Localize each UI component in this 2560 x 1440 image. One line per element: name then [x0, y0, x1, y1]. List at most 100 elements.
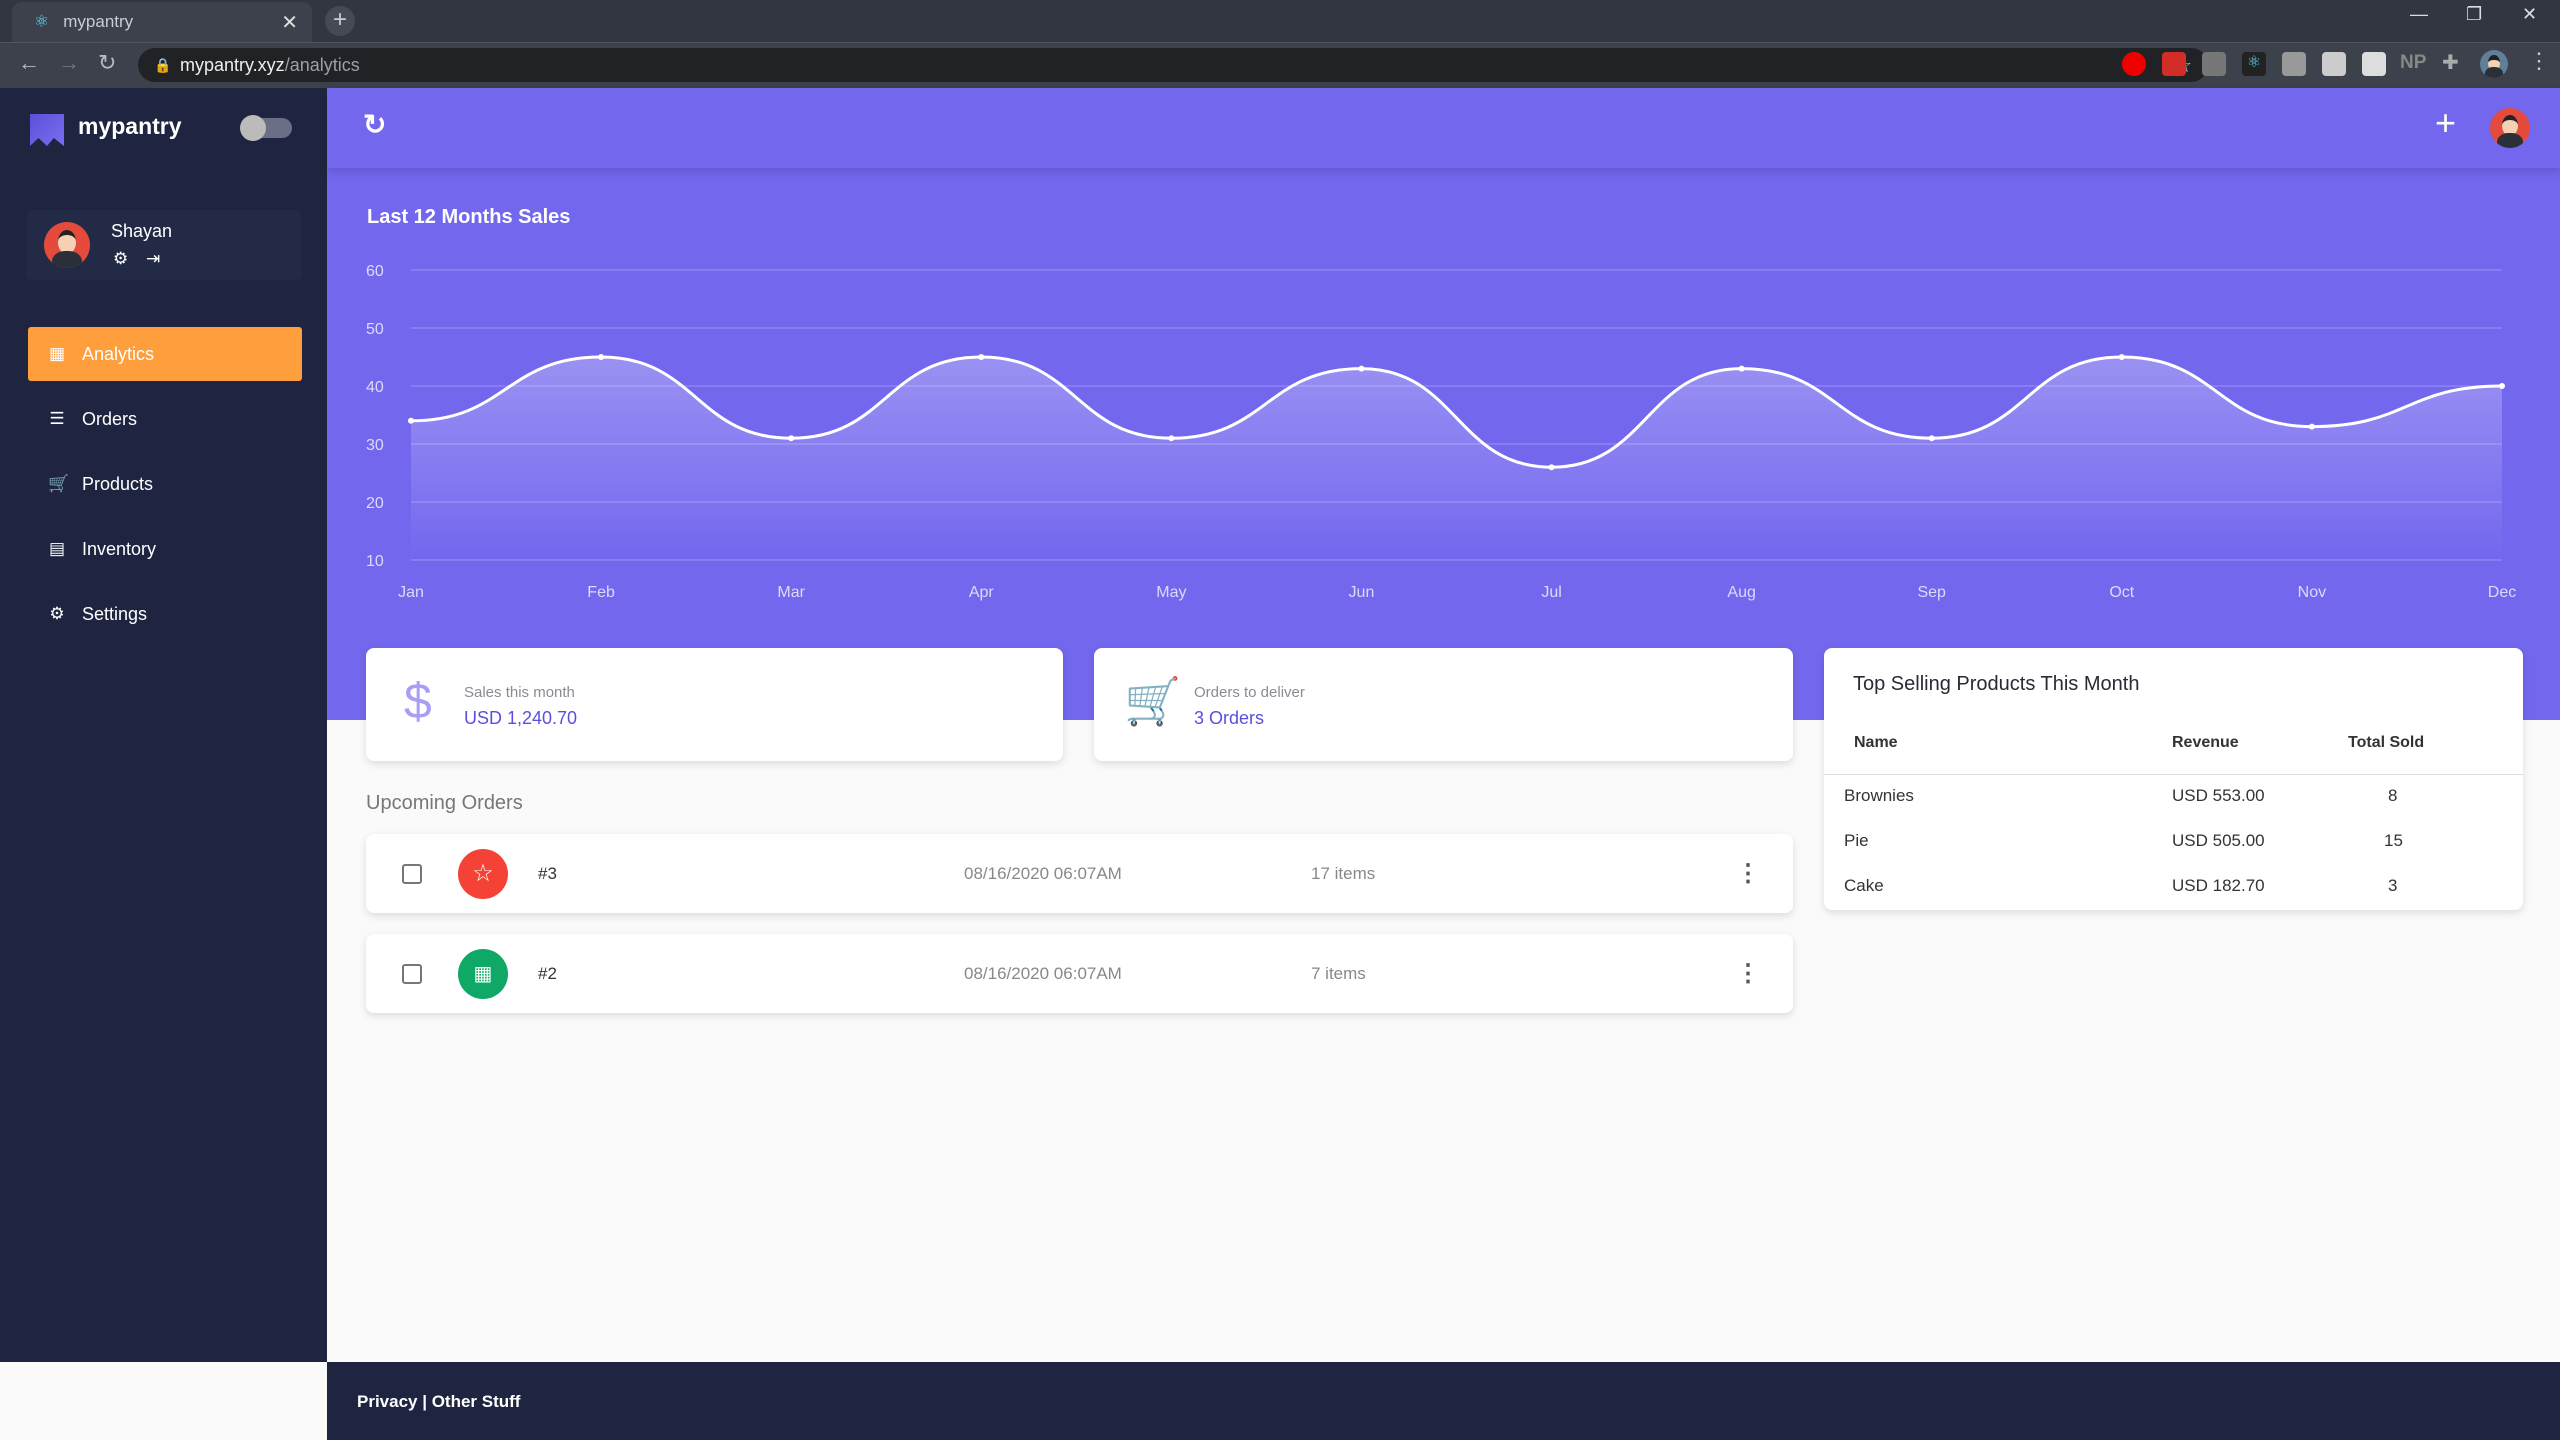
stat-value: 3 Orders — [1194, 708, 1265, 728]
order-row[interactable]: ☆ #3 08/16/2020 06:07AM 17 items ⋮ — [366, 834, 1793, 913]
list-icon: ☰ — [49, 409, 65, 428]
column-header-revenue: Revenue — [2172, 734, 2239, 751]
sidebar-item-analytics[interactable]: ▦ Analytics — [28, 327, 302, 381]
data-point — [408, 417, 414, 424]
lastpass-icon[interactable] — [2162, 52, 2186, 76]
sidebar-item-label: Settings — [82, 603, 148, 624]
browser-tab-bar — [0, 0, 2560, 42]
back-icon[interactable]: ← — [18, 50, 40, 75]
data-point — [2308, 423, 2315, 430]
order-number: #3 — [538, 863, 557, 883]
logout-icon[interactable]: ⇥ — [146, 249, 161, 268]
new-tab-button[interactable]: + — [325, 6, 355, 36]
user-avatar — [44, 222, 90, 268]
star-icon: ☆ — [458, 848, 508, 899]
sidebar-item-products[interactable]: 🛒 Products — [28, 457, 302, 511]
adblock-icon[interactable] — [2122, 52, 2146, 76]
minimize-icon[interactable]: — — [2410, 4, 2428, 24]
add-icon[interactable]: + — [2435, 102, 2457, 143]
stat-value: USD 1,240.70 — [464, 708, 578, 728]
footer-links[interactable]: Privacy | Other Stuff — [357, 1392, 521, 1411]
data-point — [1738, 365, 1745, 372]
calendar-icon: ▦ — [458, 948, 508, 999]
x-tick-label: Aug — [1727, 584, 1755, 601]
refresh-icon[interactable]: ↻ — [363, 109, 387, 140]
order-row[interactable]: ▦ #2 08/16/2020 06:07AM 7 items ⋮ — [366, 934, 1793, 1013]
url-path: /analytics — [284, 54, 360, 75]
header-avatar[interactable] — [2490, 108, 2530, 148]
footer — [327, 1362, 2560, 1440]
browser-tab[interactable]: ⚛ mypantry ✕ — [12, 2, 312, 42]
y-tick-label: 30 — [366, 437, 384, 454]
order-checkbox[interactable] — [402, 963, 422, 984]
pen-icon[interactable] — [2322, 52, 2346, 76]
product-name: Cake — [1844, 876, 1884, 895]
logo-icon — [30, 114, 64, 146]
y-tick-label: 10 — [366, 553, 384, 570]
top-products-title: Top Selling Products This Month — [1853, 673, 2140, 695]
sidebar-item-settings[interactable]: ⚙ Settings — [28, 587, 302, 641]
puzzle-icon[interactable]: ✚ — [2442, 52, 2459, 74]
theme-toggle[interactable] — [240, 115, 292, 141]
product-total-sold: 15 — [2384, 831, 2403, 850]
data-point — [1358, 365, 1365, 372]
tab-title: mypantry — [63, 12, 134, 31]
cast-icon[interactable] — [2362, 52, 2386, 76]
product-total-sold: 3 — [2388, 876, 2398, 895]
data-point — [1548, 464, 1555, 471]
y-tick-label: 20 — [366, 495, 384, 512]
data-point — [788, 435, 795, 442]
x-tick-label: May — [1156, 584, 1186, 601]
css-icon[interactable] — [2282, 52, 2306, 76]
data-point — [598, 354, 605, 360]
order-date: 08/16/2020 06:07AM — [964, 863, 1122, 883]
cart-icon: 🛒 — [1124, 675, 1182, 727]
sidebar-item-inventory[interactable]: ▤ Inventory — [28, 522, 302, 576]
data-point — [1168, 435, 1175, 442]
x-tick-label: Jan — [398, 584, 424, 601]
np-extension-icon[interactable]: NP — [2400, 52, 2427, 73]
cart-icon: 🛒 — [48, 474, 70, 493]
close-tab-icon[interactable]: ✕ — [281, 11, 298, 34]
react-devtools-icon[interactable]: ⚛ — [2242, 52, 2266, 76]
sidebar-item-label: Products — [82, 473, 154, 494]
sidebar-item-orders[interactable]: ☰ Orders — [28, 392, 302, 446]
dollar-icon: $ — [404, 673, 432, 729]
forward-icon[interactable]: → — [58, 50, 80, 75]
chart-title: Last 12 Months Sales — [367, 206, 571, 228]
stat-label: Sales this month — [464, 684, 575, 701]
inbox-icon: ▤ — [48, 539, 66, 558]
browser-menu-icon[interactable]: ⋮ — [2528, 48, 2550, 73]
sidebar-item-label: Inventory — [82, 538, 157, 559]
data-point — [978, 354, 985, 360]
close-window-icon[interactable]: ✕ — [2522, 4, 2538, 24]
lock-icon: 🔒 — [154, 56, 172, 73]
more-vert-icon[interactable]: ⋮ — [1736, 960, 1760, 987]
x-tick-label: Dec — [2488, 584, 2516, 601]
product-name: Brownies — [1844, 786, 1914, 805]
brand-name: mypantry — [78, 113, 182, 139]
reload-icon[interactable]: ↻ — [98, 50, 117, 75]
chart-line — [410, 355, 2503, 469]
profile-avatar[interactable] — [2480, 50, 2508, 78]
product-revenue: USD 182.70 — [2172, 876, 2265, 895]
product-revenue: USD 505.00 — [2172, 831, 2265, 850]
order-checkbox[interactable] — [402, 863, 422, 884]
x-tick-label: Feb — [587, 584, 615, 601]
user-name: Shayan — [111, 221, 173, 241]
dashboard-icon: ▦ — [48, 344, 66, 363]
more-vert-icon[interactable]: ⋮ — [1736, 860, 1760, 887]
table-divider — [1824, 774, 2523, 775]
top-header: ↻ + — [327, 88, 2560, 168]
image-icon[interactable] — [2202, 52, 2226, 76]
chart-area — [411, 357, 2502, 560]
address-bar[interactable]: 🔒 mypantry.xyz/analytics ☆ — [138, 48, 2208, 82]
y-tick-label: 50 — [366, 321, 384, 338]
data-point — [2499, 383, 2505, 389]
sidebar-item-label: Orders — [82, 408, 138, 429]
gear-icon[interactable]: ⚙ — [113, 249, 129, 268]
order-date: 08/16/2020 06:07AM — [964, 963, 1122, 983]
x-tick-label: Nov — [2298, 584, 2326, 601]
top-products-card — [1824, 648, 2523, 910]
restore-icon[interactable]: ❐ — [2466, 4, 2483, 24]
